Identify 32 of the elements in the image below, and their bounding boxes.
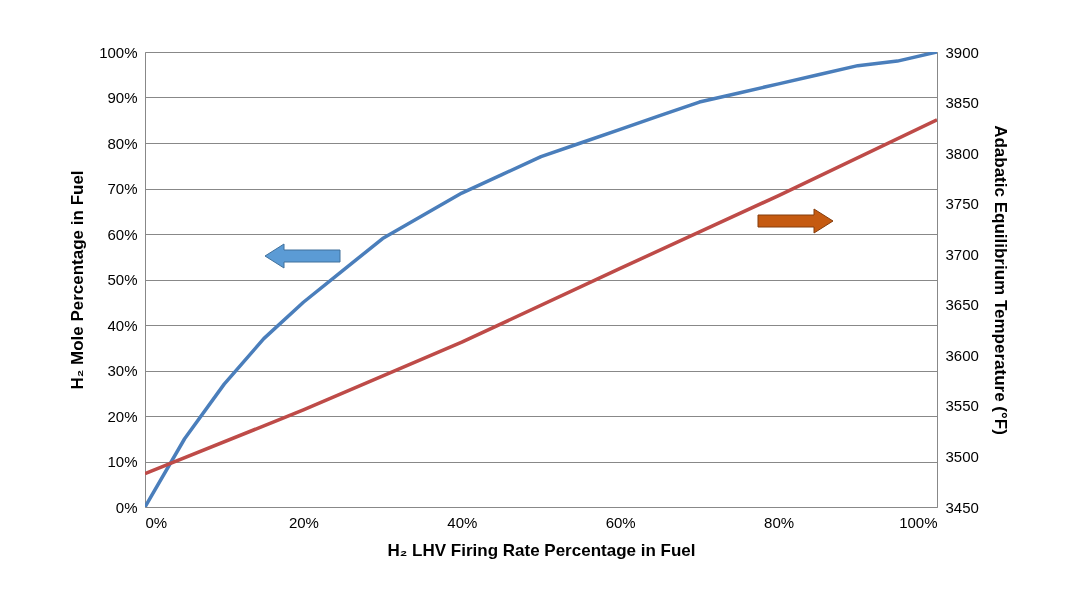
x-tick-label: 20% (288, 513, 319, 531)
y2-tick-label: 3750 (945, 195, 979, 213)
y2-tick-label: 3850 (945, 94, 979, 112)
y2-tick-label: 3650 (945, 296, 979, 314)
y-tick-label: 20% (107, 407, 138, 425)
y2-axis-title: Adabatic Equilibrium Temperature (°F) (990, 125, 1010, 435)
y-tick-label: 30% (107, 362, 138, 379)
y-tick-label: 70% (107, 180, 138, 197)
y2-tick-label: 3550 (945, 397, 979, 415)
x-tick-label: 80% (764, 513, 795, 531)
y2-tick-label: 3500 (945, 447, 979, 465)
y-tick-label: 10% (107, 453, 138, 470)
y-tick-label: 90% (107, 89, 138, 106)
y-tick-label: 50% (107, 271, 138, 288)
x-axis-title: H₂ LHV Firing Rate Percentage in Fuel (387, 540, 696, 560)
y2-tick-label: 3450 (945, 498, 979, 516)
x-tick-label: 100% (899, 513, 938, 531)
y-tick-label: 80% (107, 134, 138, 152)
line-series (145, 52, 937, 507)
y2-tick-label: 3800 (945, 144, 979, 162)
x-tick-label: 40% (447, 513, 478, 531)
x-tick-label: 0% (145, 513, 168, 531)
x-tick-label: 60% (605, 513, 636, 531)
y-tick-label: 60% (107, 225, 138, 243)
y2-tick-label: 3700 (945, 245, 979, 263)
y-tick-label: 100% (99, 43, 138, 61)
y2-tick-label: 3600 (945, 346, 979, 364)
y-axis-title: H₂ Mole Percentage in Fuel (68, 170, 88, 390)
y2-tick-label: 3900 (945, 43, 979, 61)
y-tick-label: 40% (107, 316, 138, 334)
line-series (145, 117, 937, 476)
y-tick-label: 0% (115, 498, 138, 516)
